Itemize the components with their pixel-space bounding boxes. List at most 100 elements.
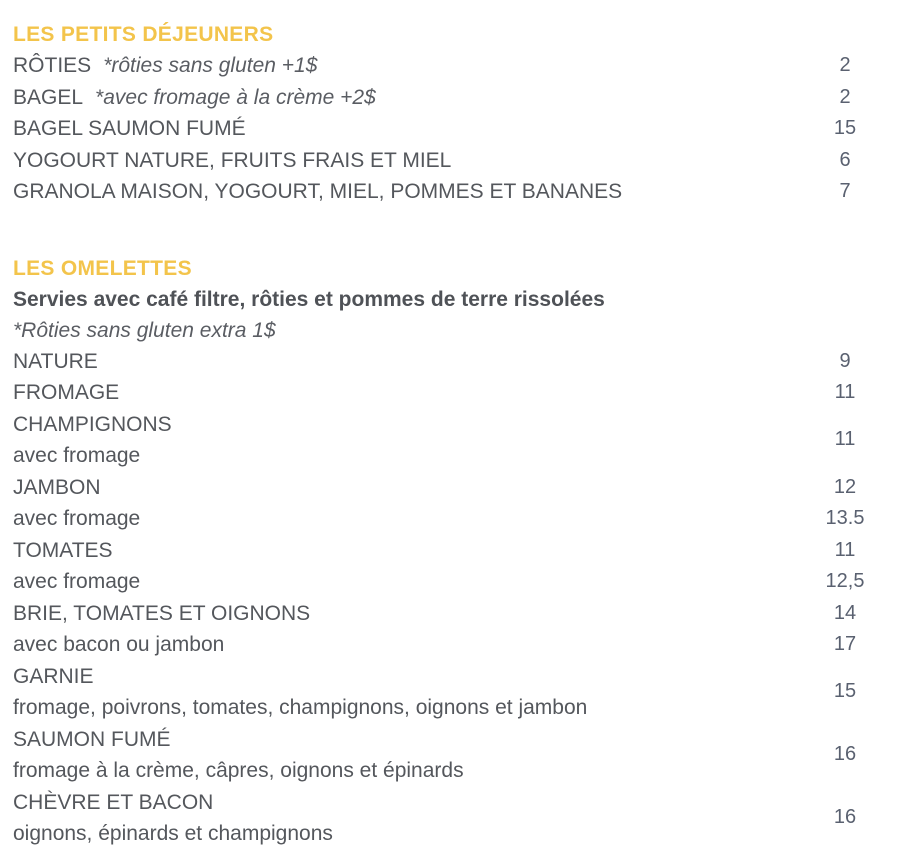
item-text: GARNIE	[13, 664, 94, 688]
item-price: 2	[839, 85, 851, 108]
menu-item-row: FROMAGE 11	[13, 377, 900, 409]
menu-item-row: TOMATES 11	[13, 535, 900, 567]
item-price: 16	[833, 806, 857, 829]
item-text: avec bacon ou jambon	[13, 633, 225, 656]
item-price: 12	[833, 475, 857, 498]
item-line: GRANOLA MAISON, YOGOURT, MIEL, POMMES ET…	[13, 176, 790, 208]
row-lines: TOMATES	[13, 535, 790, 567]
item-text: RÔTIES	[13, 54, 92, 77]
menu-item-row: BRIE, TOMATES ET OIGNONS 14	[13, 598, 900, 630]
row-lines: YOGOURT NATURE, FRUITS FRAIS ET MIEL	[13, 145, 790, 177]
menu-item-row: CHAMPIGNONS avec fromage 11	[13, 409, 900, 472]
row-lines: BAGEL SAUMON FUMÉ	[13, 113, 790, 145]
row-lines: RÔTIES *rôties sans gluten +1$	[13, 50, 790, 82]
item-text: JAMBON	[13, 475, 101, 499]
item-price: 17	[833, 633, 857, 655]
item-line: CHÈVRE ET BACON	[13, 787, 790, 819]
item-price: 6	[839, 148, 851, 171]
menu-section: LES PETITS DÉJEUNERS RÔTIES *rôties sans …	[13, 19, 900, 208]
item-text: GRANOLA MAISON, YOGOURT, MIEL, POMMES ET…	[13, 180, 623, 203]
item-line: avec fromage	[13, 503, 790, 535]
menu-item-row: BAGEL SAUMON FUMÉ 15	[13, 113, 900, 145]
item-line: fromage, poivrons, tomates, champignons,…	[13, 692, 790, 724]
item-text: CHAMPIGNONS	[13, 412, 172, 436]
section-intro-bold: Servies avec café filtre, rôties et pomm…	[13, 287, 605, 311]
item-price: 15	[833, 680, 857, 703]
row-lines: GARNIE fromage, poivrons, tomates, champi…	[13, 661, 790, 724]
row-lines: FROMAGE	[13, 377, 790, 409]
menu-item-row: CHÈVRE ET BACON oignons, épinards et cham…	[13, 787, 900, 850]
row-lines: avec fromage	[13, 503, 790, 535]
item-price: 11	[834, 381, 856, 403]
row-lines: BAGEL *avec fromage à la crème +2$	[13, 82, 790, 114]
menu-item-row: RÔTIES *rôties sans gluten +1$ 2	[13, 50, 900, 82]
row-lines: BRIE, TOMATES ET OIGNONS	[13, 598, 790, 630]
item-text: avec fromage	[13, 444, 141, 467]
item-line: fromage à la crème, câpres, oignons et é…	[13, 755, 790, 787]
item-line: BAGEL SAUMON FUMÉ	[13, 113, 790, 145]
item-line: avec fromage	[13, 440, 790, 472]
item-price: 15	[833, 117, 857, 139]
row-lines: SAUMON FUMÉ fromage à la crème, câpres, o…	[13, 724, 790, 787]
menu-item-row: BAGEL *avec fromage à la crème +2$ 2	[13, 82, 900, 114]
menu-item-row: YOGOURT NATURE, FRUITS FRAIS ET MIEL 6	[13, 145, 900, 177]
item-note: *rôties sans gluten +1$	[103, 54, 318, 77]
item-text: NATURE	[13, 349, 98, 373]
item-price: 11	[834, 538, 856, 561]
item-line: avec fromage	[13, 566, 790, 598]
item-price: 13.5	[825, 507, 865, 529]
section-rows: RÔTIES *rôties sans gluten +1$ 2 BAGEL *av…	[13, 50, 900, 208]
item-line: FROMAGE	[13, 377, 790, 409]
item-text: YOGOURT NATURE, FRUITS FRAIS ET MIEL	[13, 148, 452, 172]
row-lines: CHAMPIGNONS avec fromage	[13, 409, 790, 472]
menu-item-row: avec bacon ou jambon 17	[13, 629, 900, 661]
row-lines: NATURE	[13, 346, 790, 378]
item-price: 16	[833, 743, 857, 766]
item-text: avec fromage	[13, 507, 141, 530]
item-price: 9	[839, 349, 851, 372]
section-title: LES OMELETTES	[13, 256, 192, 280]
item-text: avec fromage	[13, 570, 141, 593]
item-line: TOMATES	[13, 535, 790, 567]
item-price: 7	[839, 180, 851, 202]
section-intro-italic: *Rôties sans gluten extra 1$	[13, 318, 276, 342]
item-note: *avec fromage à la crème +2$	[95, 85, 376, 109]
item-line: RÔTIES *rôties sans gluten +1$	[13, 50, 790, 82]
row-lines: GRANOLA MAISON, YOGOURT, MIEL, POMMES ET…	[13, 176, 790, 208]
item-line: JAMBON	[13, 472, 790, 504]
item-text: BRIE, TOMATES ET OIGNONS	[13, 601, 311, 625]
item-text: CHÈVRE ET BACON	[13, 790, 214, 814]
menu-item-row: avec fromage 13.5	[13, 503, 900, 535]
item-text: SAUMON FUMÉ	[13, 727, 171, 751]
menu-section: LES OMELETTES Servies avec café filtre, …	[13, 253, 900, 850]
row-lines: avec bacon ou jambon	[13, 629, 790, 661]
row-lines: avec fromage	[13, 566, 790, 598]
row-lines: CHÈVRE ET BACON oignons, épinards et cham…	[13, 787, 790, 850]
menu-item-row: avec fromage 12,5	[13, 566, 900, 598]
item-text: TOMATES	[13, 538, 113, 562]
item-price: 2	[839, 54, 851, 76]
item-line: avec bacon ou jambon	[13, 629, 790, 661]
item-text: oignons, épinards et champignons	[13, 822, 333, 845]
section-title: LES PETITS DÉJEUNERS	[13, 23, 274, 46]
menu-item-row: GRANOLA MAISON, YOGOURT, MIEL, POMMES ET…	[13, 176, 900, 208]
item-text: FROMAGE	[13, 381, 120, 404]
item-line: GARNIE	[13, 661, 790, 693]
item-price: 11	[834, 428, 856, 451]
menu-item-row: GARNIE fromage, poivrons, tomates, champi…	[13, 661, 900, 724]
menu-item-row: SAUMON FUMÉ fromage à la crème, câpres, o…	[13, 724, 900, 787]
row-lines: JAMBON	[13, 472, 790, 504]
menu-item-row: NATURE 9	[13, 346, 900, 378]
item-line: NATURE	[13, 346, 790, 378]
item-text: BAGEL	[13, 85, 84, 109]
item-line: SAUMON FUMÉ	[13, 724, 790, 756]
item-text: BAGEL SAUMON FUMÉ	[13, 117, 246, 140]
item-price: 12,5	[825, 570, 865, 592]
item-text: fromage à la crème, câpres, oignons et é…	[13, 759, 464, 782]
item-line: CHAMPIGNONS	[13, 409, 790, 441]
item-price: 14	[833, 601, 857, 624]
item-line: BRIE, TOMATES ET OIGNONS	[13, 598, 790, 630]
item-line: oignons, épinards et champignons	[13, 818, 790, 850]
item-text: fromage, poivrons, tomates, champignons,…	[13, 696, 588, 719]
